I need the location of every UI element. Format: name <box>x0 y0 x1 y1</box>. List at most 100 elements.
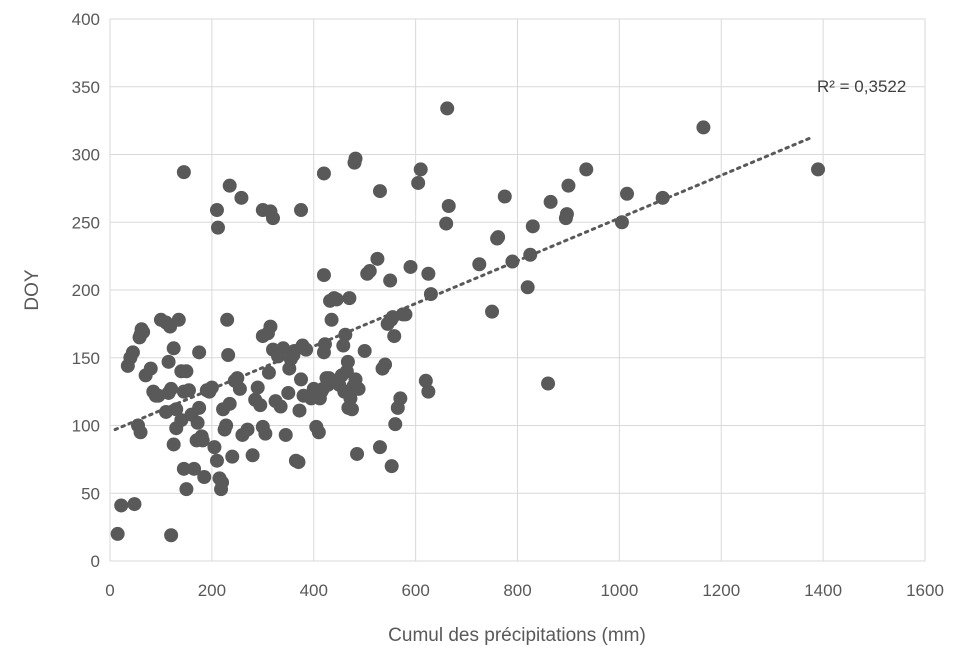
data-point <box>195 433 210 448</box>
data-point <box>311 425 326 440</box>
axes <box>109 18 926 562</box>
data-point <box>324 312 339 327</box>
data-point <box>403 259 418 274</box>
x-tick-label: 1200 <box>702 581 740 600</box>
data-point <box>164 528 179 543</box>
data-point <box>240 422 255 437</box>
data-point <box>187 461 202 476</box>
data-point <box>204 380 219 395</box>
data-point <box>418 373 433 388</box>
data-point <box>225 449 240 464</box>
y-tick-label: 250 <box>72 213 100 232</box>
data-point <box>181 383 196 398</box>
data-point <box>696 120 711 135</box>
data-point <box>261 365 276 380</box>
data-point <box>384 459 399 474</box>
data-point <box>250 380 265 395</box>
data-point <box>387 329 402 344</box>
data-point <box>166 437 181 452</box>
data-point <box>316 166 331 181</box>
data-point <box>161 385 176 400</box>
x-tick-label: 1000 <box>600 581 638 600</box>
data-point <box>336 338 351 353</box>
data-point <box>245 448 260 463</box>
data-point <box>209 203 224 218</box>
data-point <box>292 403 307 418</box>
data-point <box>171 312 186 327</box>
data-point <box>127 497 142 512</box>
data-point <box>176 165 191 180</box>
data-point <box>276 341 291 356</box>
data-point <box>190 415 205 430</box>
data-point <box>329 292 344 307</box>
data-point <box>614 215 629 230</box>
data-point <box>440 101 455 116</box>
data-point <box>110 526 125 541</box>
data-point <box>281 385 296 400</box>
data-point <box>342 291 357 306</box>
data-point <box>441 198 456 213</box>
data-point <box>398 307 413 322</box>
data-point <box>222 178 237 193</box>
data-point <box>278 427 293 442</box>
data-point <box>143 361 158 376</box>
x-tick-label: 1400 <box>804 581 842 600</box>
gridlines <box>109 18 926 562</box>
data-point <box>273 399 288 414</box>
data-point <box>543 194 558 209</box>
data-point <box>133 425 148 440</box>
data-point <box>344 402 359 417</box>
data-point <box>388 417 403 432</box>
x-axis-title: Cumul des précipitations (mm) <box>388 625 646 646</box>
data-point <box>215 475 230 490</box>
x-tick-label: 800 <box>503 581 531 600</box>
y-tick-label: 200 <box>72 281 100 300</box>
data-point <box>294 372 309 387</box>
data-point <box>811 162 826 177</box>
data-point <box>393 391 408 406</box>
data-point <box>317 337 332 352</box>
y-tick-label: 150 <box>72 349 100 368</box>
data-point <box>209 453 224 468</box>
data-point <box>197 469 212 484</box>
data-point <box>520 280 535 295</box>
data-point <box>472 257 487 272</box>
data-point <box>383 273 398 288</box>
data-point <box>655 190 670 205</box>
y-tick-label: 100 <box>72 417 100 436</box>
data-point <box>439 216 454 231</box>
data-point <box>491 230 506 245</box>
data-point <box>370 251 385 266</box>
data-point <box>299 342 314 357</box>
data-point <box>192 400 207 415</box>
data-point <box>179 482 194 497</box>
data-point <box>362 264 377 279</box>
data-point <box>343 391 358 406</box>
data-points <box>110 101 826 543</box>
data-point <box>207 440 222 455</box>
data-point <box>220 312 235 327</box>
data-point <box>258 426 273 441</box>
data-point <box>523 247 538 262</box>
data-point <box>291 455 306 470</box>
data-point <box>294 203 309 218</box>
data-point <box>159 404 174 419</box>
data-point <box>161 354 176 369</box>
data-point <box>232 381 247 396</box>
x-tick-label: 0 <box>105 581 114 600</box>
x-tick-label: 400 <box>300 581 328 600</box>
trendline-group <box>113 135 815 432</box>
data-point <box>541 376 556 391</box>
x-tick-label: 1600 <box>906 581 944 600</box>
data-point <box>136 325 151 340</box>
data-point <box>322 371 337 386</box>
data-point <box>372 440 387 455</box>
data-point <box>421 266 436 281</box>
data-point <box>234 190 249 205</box>
data-point <box>620 186 635 201</box>
r-squared-label: R² = 0,3522 <box>817 77 906 96</box>
data-point <box>357 343 372 358</box>
data-point <box>253 398 268 413</box>
data-point <box>338 327 353 342</box>
